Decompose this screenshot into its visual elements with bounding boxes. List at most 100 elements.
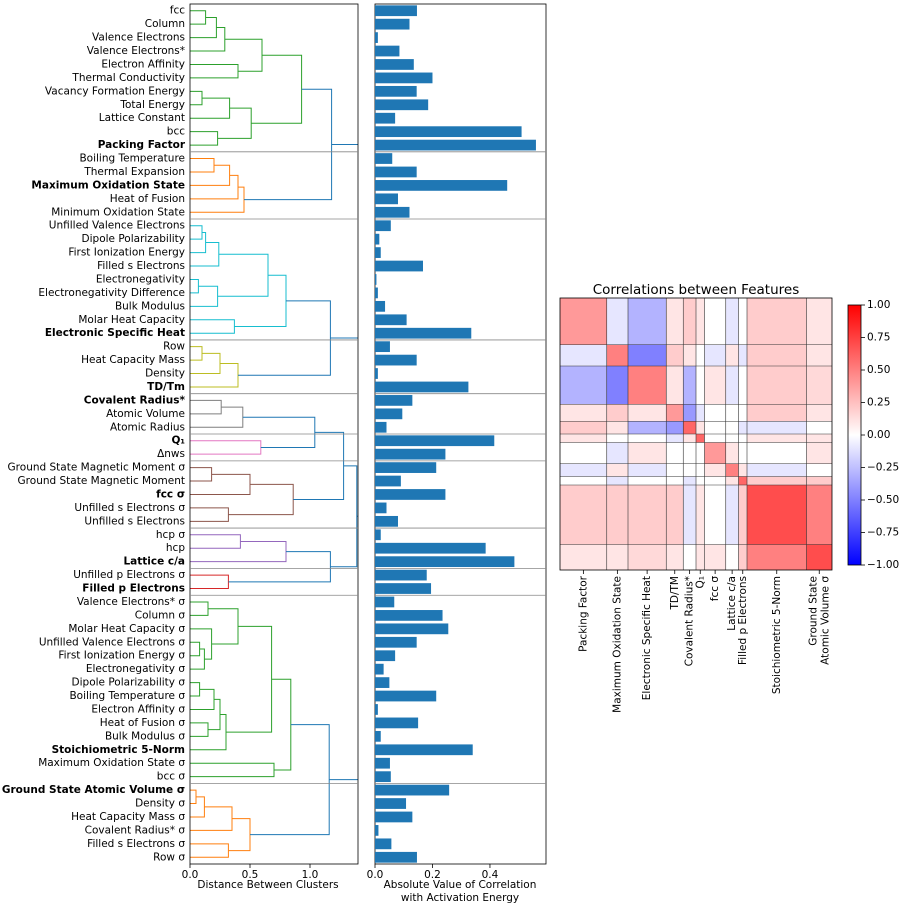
- heatmap-cell: [747, 463, 807, 477]
- leaf-label: hcp: [166, 542, 185, 554]
- dendrogram-link: [190, 789, 197, 805]
- heatmap-cell: [696, 485, 705, 545]
- heatmap-cell: [560, 344, 607, 366]
- heatmap-cell: [725, 463, 739, 477]
- heatmap-cell: [696, 404, 705, 422]
- leaf-label: Stoichiometric 5-Norm: [52, 744, 185, 756]
- bar: [375, 5, 417, 17]
- leaf-label: Molar Heat Capacity σ: [68, 623, 185, 635]
- bar: [375, 623, 449, 635]
- colorbar-tick-label: 1.00: [867, 299, 890, 311]
- heatmap-cell: [683, 463, 696, 477]
- x-tick-label: Maximum Oxidation State: [611, 576, 623, 713]
- leaf-label: First Ionization Energy: [68, 247, 185, 259]
- heatmap-cell: [725, 485, 739, 545]
- x-tick-label: Covalent Radius*: [684, 576, 696, 666]
- leaf-label: fcc σ: [156, 488, 185, 500]
- leaf-label: Atomic Radius: [110, 421, 185, 433]
- x-axis-label: Distance Between Clusters: [197, 879, 338, 891]
- dendrogram-link: [190, 27, 226, 52]
- dendrogram-link: [190, 682, 201, 697]
- heatmap-cell: [704, 463, 726, 477]
- leaf-label: Boiling Temperature σ: [69, 690, 185, 702]
- bar: [375, 851, 417, 863]
- bar: [375, 220, 391, 232]
- bar: [375, 300, 386, 312]
- bar: [375, 462, 437, 473]
- leaf-label: Dipole Polarizability: [82, 233, 185, 245]
- leaf-label: hcp σ: [156, 529, 185, 541]
- heatmap-cell: [683, 344, 696, 366]
- heatmap-cell: [696, 442, 705, 464]
- heatmap-cell: [806, 463, 832, 477]
- x-tick-label: Electronic Specific Heat: [641, 576, 653, 700]
- heatmap-cell: [606, 344, 628, 366]
- bar: [375, 287, 378, 299]
- colorbar-tick-label: −0.25: [867, 462, 899, 474]
- dendrogram-link: [271, 678, 292, 771]
- x-tick-label: Q₁: [694, 576, 706, 588]
- heatmap-cell: [738, 421, 747, 434]
- heatmap-cell: [560, 485, 607, 545]
- bar: [375, 542, 486, 554]
- heatmap-cell: [725, 434, 739, 443]
- heatmap-cell: [560, 544, 607, 570]
- bar: [375, 663, 384, 675]
- heatmap-cell: [696, 366, 705, 405]
- leaf-label: Heat Capacity Mass: [81, 354, 185, 366]
- heatmap-cell: [606, 421, 628, 434]
- heatmap-cell: [738, 442, 747, 464]
- heatmap-cell: [696, 298, 705, 345]
- heatmap-cell: [725, 421, 739, 434]
- heatmap-cell: [666, 298, 684, 345]
- bar: [375, 502, 387, 514]
- dendrogram-link: [190, 285, 219, 307]
- heatmap-cell: [666, 485, 684, 545]
- bar: [375, 395, 413, 406]
- heatmap-cell: [628, 463, 667, 477]
- bar: [375, 381, 469, 393]
- bar: [375, 421, 387, 433]
- dendrogram-link: [190, 541, 287, 563]
- bar: [375, 341, 390, 353]
- heatmap-cell: [696, 421, 705, 434]
- leaf-label: Lattice c/a: [123, 556, 185, 568]
- dendrogram-link: [190, 440, 262, 455]
- leaf-label: Electronegativity Difference: [38, 287, 185, 299]
- dendrogram-link: [190, 242, 220, 267]
- heatmap-frame: [559, 297, 833, 571]
- leaf-label: Ground State Atomic Volume σ: [2, 784, 185, 796]
- heatmap-cell: [747, 366, 807, 405]
- leaf-label: Total Energy: [119, 99, 185, 111]
- dendrogram-link: [190, 406, 244, 428]
- heatmap-cell: [606, 404, 628, 422]
- leaf-label: Electronic Specific Heat: [45, 327, 185, 339]
- heatmap-cell: [683, 404, 696, 422]
- leaf-label: Atomic Volume: [106, 408, 185, 420]
- heatmap-cell: [628, 366, 667, 405]
- leaf-label: Covalent Radius*: [84, 394, 186, 406]
- heatmap-cell: [725, 366, 739, 405]
- heatmap-cell: [747, 404, 807, 422]
- heatmap-cell: [704, 298, 726, 345]
- bar: [375, 126, 522, 138]
- leaf-label: Electronegativity: [96, 273, 185, 285]
- leaf-label: Heat of Fusion: [110, 193, 185, 205]
- leaf-label: Column: [145, 18, 185, 30]
- leaf-label: Unfilled s Electrons σ: [74, 502, 185, 514]
- heatmap-cell: [806, 404, 832, 422]
- heatmap-cell: [560, 404, 607, 422]
- colorbar-tick-label: −0.75: [867, 527, 899, 539]
- heatmap-cell: [747, 544, 807, 570]
- dendrogram-link: [238, 300, 331, 376]
- heatmap-cell: [666, 421, 684, 434]
- dendrogram-link: [190, 174, 239, 200]
- leaf-label: Valence Electrons*: [87, 45, 185, 57]
- heatmap-cell: [666, 544, 684, 570]
- dendrogram-link: [190, 225, 203, 240]
- leaf-label: Column σ: [135, 609, 186, 621]
- bar: [375, 180, 508, 191]
- heatmap-cell: [704, 442, 726, 464]
- x-axis-label: Absolute Value of Correlation: [384, 879, 537, 891]
